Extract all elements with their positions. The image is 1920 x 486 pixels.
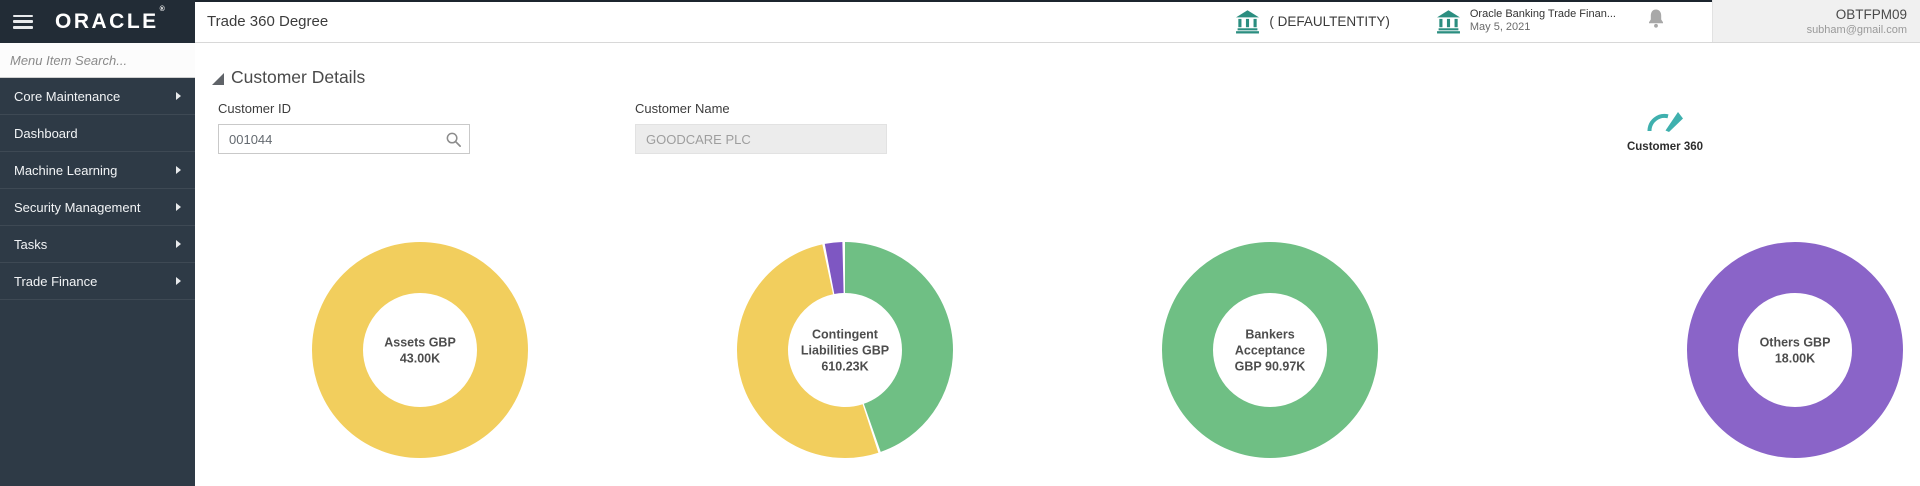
application-name: Oracle Banking Trade Finan... [1469,8,1616,20]
logo-block: ORACLE® [0,0,195,43]
customer-360-gauge-icon [1647,112,1683,132]
donut-center-label: Bankers Acceptance GBP 90.97K [1235,328,1306,374]
donut-segment-segment-3[interactable] [737,242,953,458]
sidebar-item-core-maintenance[interactable]: Core Maintenance [0,78,195,115]
branch-selector[interactable]: Oracle Banking Trade Finan... May 5, 202… [1436,8,1616,34]
sidebar-item-security-management[interactable]: Security Management [0,189,195,226]
customer-id-label: Customer ID [218,101,291,116]
customer-id-field [218,124,470,154]
page-title: Trade 360 Degree [207,12,329,30]
donut-chart-bankers-acceptance[interactable]: Bankers Acceptance GBP 90.97K [1160,240,1380,460]
donut-segment-assets[interactable] [312,242,528,458]
main-content: Customer Details Customer ID Customer Na… [195,43,1920,486]
sidebar-menu: Core Maintenance Dashboard Machine Learnin… [0,78,195,300]
donut-chart-contingent-liabilities[interactable]: Contingent Liabilities GBP 610.23K [735,240,955,460]
donut-chart-assets[interactable]: Assets GBP 43.00K [310,240,530,460]
customer-name-label: Customer Name [635,101,730,116]
customer-360-button[interactable]: Customer 360 [1620,111,1710,153]
user-id: OBTFPM09 [1835,6,1907,22]
sidebar-item-label: Dashboard [14,125,78,141]
sidebar-item-label: Machine Learning [14,162,118,178]
bank-icon [1236,9,1260,33]
entity-selector[interactable]: ( DEFAULTENTITY) [1235,9,1390,34]
donut-segment-segment-2[interactable] [737,242,954,458]
chevron-right-icon [176,240,181,248]
chevron-right-icon [176,203,181,211]
collapse-triangle-icon [212,72,224,85]
chevron-right-icon [176,166,181,174]
customer-360-label: Customer 360 [1626,141,1704,153]
notifications-bell-icon[interactable] [1646,8,1666,35]
sidebar-item-label: Core Maintenance [14,88,121,104]
oracle-logo: ORACLE® [55,5,165,33]
donut-segment-bankers-acceptance[interactable] [1162,242,1378,458]
sidebar-item-label: Security Management [14,199,141,215]
user-profile[interactable]: OBTFPM09 subham@gmail.com [1712,0,1920,42]
donut-center-label: Assets GBP 43.00K [384,336,456,366]
customer-name-field [635,124,887,154]
sidebar-item-trade-finance[interactable]: Trade Finance [0,263,195,300]
sidebar: Core Maintenance Dashboard Machine Learnin… [0,43,195,486]
user-email: subham@gmail.com [1806,23,1907,36]
sidebar-item-label: Tasks [14,236,48,252]
donut-center-label: Contingent Liabilities GBP 610.23K [801,328,889,374]
chevron-right-icon [176,277,181,285]
sidebar-item-dashboard[interactable]: Dashboard [0,115,195,152]
branch-date: May 5, 2021 [1469,21,1531,33]
sidebar-item-label: Trade Finance [14,273,98,289]
donut-center-label: Others GBP 18.00K [1760,336,1831,366]
top-header: ORACLE® Trade 360 Degree ( DEFAULTENTITY… [0,0,1920,43]
bank-icon [1436,9,1460,33]
customer-id-input[interactable] [218,124,470,154]
menu-search-box [0,43,195,78]
entity-name: ( DEFAULTENTITY) [1269,13,1390,29]
customer-lookup-search-icon[interactable] [445,131,462,148]
customer-details-section-header[interactable]: Customer Details [212,67,365,88]
donut-chart-others[interactable]: Others GBP 18.00K [1685,240,1905,460]
customer-name-input [635,124,887,154]
menu-search-input[interactable] [4,52,188,68]
section-title: Customer Details [231,67,366,87]
chevron-right-icon [176,92,181,100]
donut-segment-others[interactable] [1687,242,1903,458]
registered-mark: ® [159,5,165,13]
donut-segment-segment-1[interactable] [737,242,953,458]
hamburger-menu-icon[interactable] [13,14,33,29]
sidebar-item-tasks[interactable]: Tasks [0,226,195,263]
sidebar-item-machine-learning[interactable]: Machine Learning [0,152,195,189]
